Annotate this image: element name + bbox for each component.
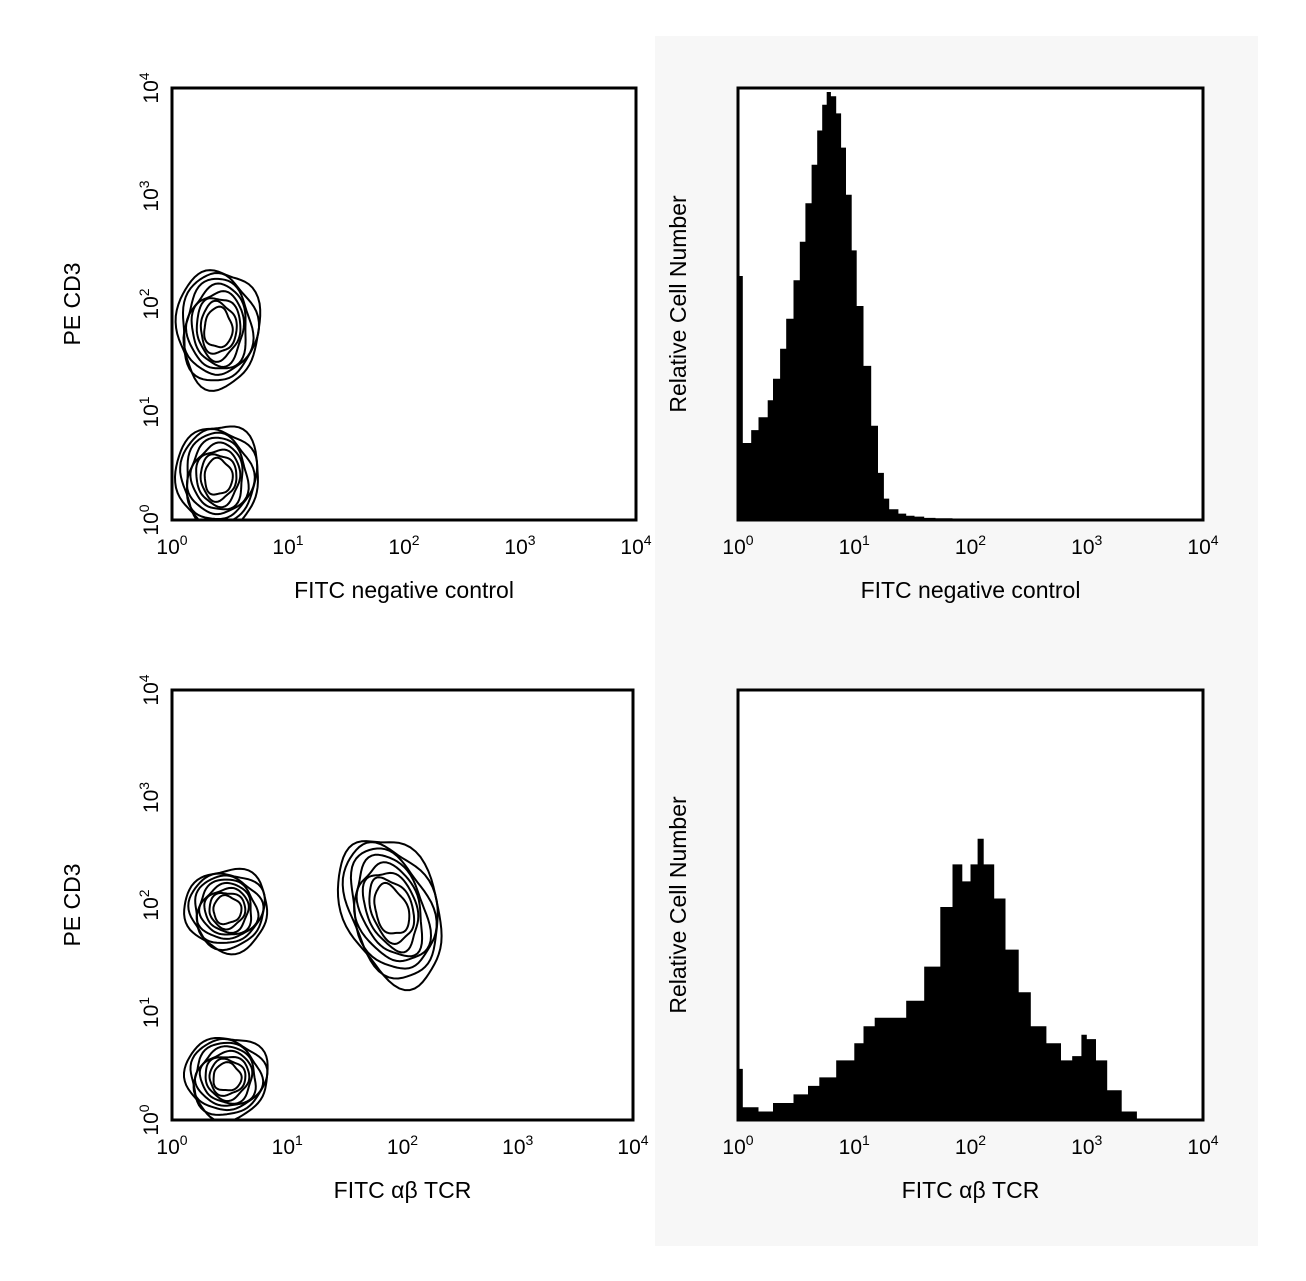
x-tick-label: 100 [156, 532, 187, 559]
x-tick-label: 103 [1071, 1132, 1102, 1159]
contour-line [195, 878, 260, 940]
x-tick-label: 101 [272, 532, 303, 559]
x-tick-label: 101 [839, 532, 870, 559]
contour-line [189, 441, 244, 511]
y-axis-title: PE CD3 [59, 262, 85, 345]
panel-bottom-left: 100 101 102 103 104 100 101 102 103 104 FITC αβ TC… [59, 674, 649, 1203]
x-tick-label: 102 [387, 1132, 418, 1159]
contour-line [368, 876, 416, 945]
contour-line [212, 1061, 243, 1092]
contour-line [183, 1037, 269, 1120]
panel-top-right: 100 101 102 103 104 FITC negative control Rela… [665, 86, 1219, 603]
contour-line [208, 892, 247, 931]
contour-line [349, 847, 438, 970]
contour-line [182, 277, 255, 376]
x-tick-label: 103 [504, 532, 535, 559]
contour-line [190, 290, 245, 368]
x-tick-label: 101 [272, 1132, 303, 1159]
contour-line [361, 871, 420, 954]
contour-line [199, 299, 238, 355]
contour-line [355, 861, 424, 958]
contour-line [189, 1037, 269, 1116]
contour-line [204, 1056, 251, 1103]
contour-line [208, 1057, 247, 1097]
y-tick-label: 100 [136, 1104, 163, 1135]
contour-line [182, 272, 260, 382]
plot-frame [170, 86, 638, 522]
contour-line [203, 456, 234, 496]
plot-data [174, 269, 262, 520]
x-tick-label: 104 [1187, 1132, 1218, 1159]
plot-data [738, 92, 1203, 520]
contour-line [199, 453, 238, 503]
histogram-area [738, 838, 1203, 1120]
histogram-area [738, 92, 1203, 520]
contour-line [194, 874, 265, 944]
y-tick-label: 104 [136, 674, 163, 705]
y-axis-title: PE CD3 [59, 863, 85, 946]
x-tick-label: 100 [156, 1132, 187, 1159]
panel-bottom-right: 100 101 102 103 104 FITC αβ TCR Relative Cell … [665, 688, 1219, 1203]
contour-line [183, 867, 269, 956]
x-tick-label: 104 [1187, 532, 1218, 559]
x-tick-label: 102 [955, 532, 986, 559]
contour-line [192, 1041, 265, 1112]
y-tick-label: 103 [136, 782, 163, 813]
x-tick-label: 102 [955, 1132, 986, 1159]
contour-line [187, 872, 266, 952]
x-tick-label: 103 [502, 1132, 533, 1159]
x-tick-label: 104 [617, 1132, 648, 1159]
x-tick-label: 103 [1071, 532, 1102, 559]
contour-line [336, 840, 443, 992]
x-axis-title: FITC αβ TCR [334, 1177, 472, 1203]
x-tick-label: 100 [722, 532, 753, 559]
contour-line [195, 448, 242, 509]
contour-line [203, 886, 250, 934]
y-tick-label: 101 [136, 997, 163, 1028]
contour-line [341, 841, 439, 980]
x-axis-title: FITC negative control [294, 577, 514, 603]
y-tick-label: 102 [136, 889, 163, 920]
contour-line [174, 425, 259, 520]
x-tick-label: 100 [722, 1132, 753, 1159]
y-tick-label: 100 [136, 504, 163, 535]
x-axis-title: FITC αβ TCR [902, 1177, 1040, 1203]
contour-line [373, 881, 411, 935]
contour-line [174, 269, 262, 392]
contour-line [203, 305, 234, 349]
plot-data [738, 838, 1203, 1120]
x-tick-label: 101 [839, 1132, 870, 1159]
panel-top-left: 100 101 102 103 104 100 101 102 103 104 FITC negat… [59, 72, 652, 603]
contour-line [195, 297, 242, 363]
contour-line [179, 428, 259, 520]
x-axis-title: FITC negative control [861, 577, 1081, 603]
y-tick-label: 103 [136, 180, 163, 211]
y-axis-title: Relative Cell Number [665, 195, 691, 413]
x-tick-label: 102 [388, 532, 419, 559]
contour-line [212, 894, 243, 926]
contour-line [186, 431, 256, 520]
y-axis-title: Relative Cell Number [665, 796, 691, 1014]
x-tick-label: 104 [620, 532, 651, 559]
y-tick-label: 102 [136, 288, 163, 319]
plot-data [183, 840, 443, 1120]
contour-line [353, 853, 432, 963]
y-tick-label: 101 [136, 396, 163, 427]
y-tick-label: 104 [136, 72, 163, 103]
